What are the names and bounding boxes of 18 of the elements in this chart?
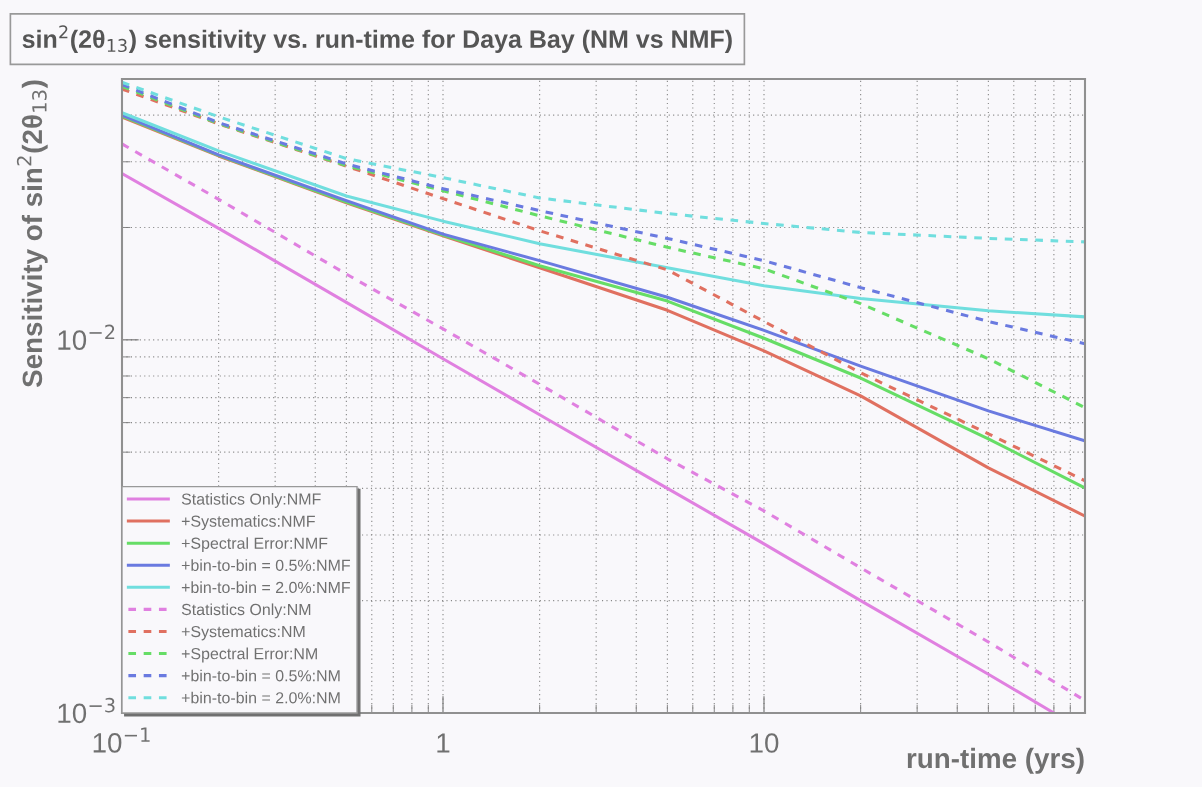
x-tick-label: 10 [750, 733, 779, 753]
legend-label: Statistics Only:NM [181, 603, 311, 619]
legend-label: +Spectral Error:NMF [181, 537, 328, 553]
y-axis-title: Sensitivity of sin$^{2}$(2θ$_{13}$) [16, 80, 48, 388]
y-tick-label: 10$^{−3}$ [58, 697, 115, 724]
legend-label: +bin-to-bin = 0.5%:NMF [181, 559, 351, 571]
legend-label: +bin-to-bin = 2.0%:NM [181, 691, 340, 704]
legend-label: +bin-to-bin = 0.5%:NM [181, 669, 340, 682]
legend-label: +Spectral Error:NM [181, 647, 317, 663]
chart-title: sin$^{2}$(2θ$_{13}$) sensitivity vs. run-time for Daya Bay (NM vs NMF) [22, 25, 732, 53]
x-tick-label: 10$^{−1}$ [93, 727, 150, 753]
legend-label: +Systematics:NMF [181, 515, 315, 530]
x-tick-label: 1 [437, 733, 450, 753]
y-tick-label: 10$^{−2}$ [58, 324, 115, 350]
x-axis-title: run-time (yrs) [907, 747, 1084, 774]
legend-label: +bin-to-bin = 2.0%:NMF [181, 581, 351, 594]
legend-label: Statistics Only:NMF [181, 493, 321, 508]
legend-label: +Systematics:NM [181, 625, 305, 641]
